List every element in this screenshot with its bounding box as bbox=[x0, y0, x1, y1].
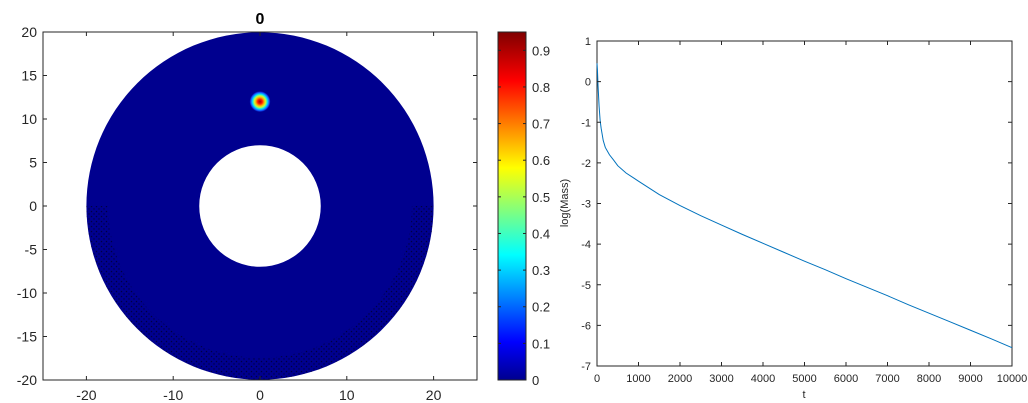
heatmap-ytick-label: 10 bbox=[21, 111, 37, 127]
line-ytick-label: -6 bbox=[581, 320, 591, 332]
line-xtick-label: 0 bbox=[594, 373, 600, 385]
heatmap-xtick-label: -10 bbox=[163, 387, 183, 403]
line-ylabel: log(Mass) bbox=[559, 179, 571, 227]
line-body bbox=[596, 63, 1013, 349]
colorbar-tick-label: 0.8 bbox=[532, 80, 550, 95]
hotspot bbox=[249, 91, 271, 113]
line-xtick-label: 5000 bbox=[792, 373, 816, 385]
line-xtick-label: 2000 bbox=[668, 373, 692, 385]
heatmap-ytick-label: -10 bbox=[17, 285, 37, 301]
heatmap-xtick-label: 0 bbox=[256, 387, 264, 403]
heatmap-ytick-label: 15 bbox=[21, 68, 37, 84]
colorbar-tick-label: 0.6 bbox=[532, 153, 550, 168]
line-ytick-label: -1 bbox=[581, 117, 591, 129]
line-xtick-label: 4000 bbox=[751, 373, 775, 385]
heatmap-ytick-label: -20 bbox=[17, 372, 37, 388]
line-ytick-label: -2 bbox=[581, 158, 591, 170]
heatmap-title: 0 bbox=[256, 11, 265, 28]
colorbar-tick-label: 0.5 bbox=[532, 190, 550, 205]
line-ytick-label: 1 bbox=[585, 36, 591, 48]
colorbar-tick-label: 0.1 bbox=[532, 336, 550, 351]
stippled-band bbox=[86, 206, 434, 380]
line-ytick-label: -3 bbox=[581, 199, 591, 211]
line-xtick-label: 8000 bbox=[917, 373, 941, 385]
colorbar-gradient bbox=[497, 31, 527, 381]
heatmap-ytick-label: -5 bbox=[25, 242, 38, 258]
line-xtick-label: 9000 bbox=[958, 373, 982, 385]
series-line bbox=[596, 63, 1013, 349]
line-ticks: 0 1000 2000 3000 4000 5000 6000 7000 8000 9000 100… bbox=[581, 36, 1027, 385]
colorbar-tick-label: 0.3 bbox=[532, 263, 550, 278]
line-xtick-label: 1000 bbox=[626, 373, 650, 385]
line-xtick-label: 6000 bbox=[834, 373, 858, 385]
heatmap-xtick-label: 20 bbox=[426, 387, 442, 403]
heatmap-ytick-label: 0 bbox=[29, 198, 37, 214]
line-panel: 0 1000 2000 3000 4000 5000 6000 7000 8000 9000 100… bbox=[559, 36, 1027, 401]
heatmap-panel: 0 -20 -10 0 10 20 20 15 10 5 0 -5 -10 -15 -20 bbox=[17, 11, 478, 403]
heatmap-ytick-label: 20 bbox=[21, 24, 37, 40]
line-xtick-label: 7000 bbox=[875, 373, 899, 385]
line-ytick-label: 0 bbox=[585, 77, 591, 89]
heatmap-ticks: -20 -10 0 10 20 20 15 10 5 0 -5 -10 -15 -20 bbox=[17, 24, 477, 403]
colorbar-tick-label: 0.9 bbox=[532, 43, 550, 58]
annulus-domain bbox=[86, 32, 434, 380]
line-ytick-label: -5 bbox=[581, 280, 591, 292]
heatmap-xtick-label: -20 bbox=[76, 387, 96, 403]
line-axes-box bbox=[596, 40, 1013, 367]
colorbar: 0 0.1 0.2 0.3 0.4 0.5 0.6 0.7 0.8 0.9 bbox=[497, 31, 550, 388]
heatmap-ytick-label: -15 bbox=[17, 329, 37, 345]
colorbar-tick-label: 0.7 bbox=[532, 117, 550, 132]
line-ytick-label: -7 bbox=[581, 361, 591, 373]
line-xlabel: t bbox=[802, 389, 805, 401]
colorbar-tick-label: 0.4 bbox=[532, 226, 550, 241]
heatmap-xtick-label: 10 bbox=[339, 387, 355, 403]
line-ytick-label: -4 bbox=[581, 239, 591, 251]
line-xtick-label: 10000 bbox=[997, 373, 1028, 385]
line-xtick-label: 3000 bbox=[709, 373, 733, 385]
heatmap-body bbox=[86, 32, 434, 380]
colorbar-tick-label: 0 bbox=[532, 373, 539, 388]
colorbar-ticks: 0 0.1 0.2 0.3 0.4 0.5 0.6 0.7 0.8 0.9 bbox=[498, 43, 550, 388]
colorbar-tick-label: 0.2 bbox=[532, 300, 550, 315]
heatmap-ytick-label: 5 bbox=[29, 155, 37, 171]
